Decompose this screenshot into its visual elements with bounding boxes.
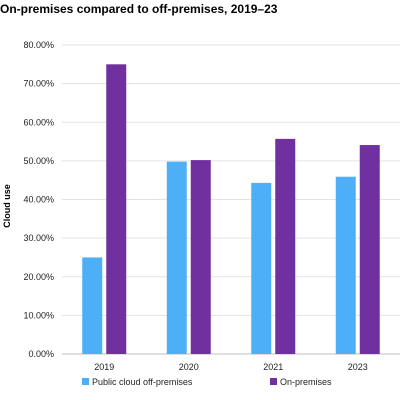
legend-label: On-premises [280, 377, 332, 387]
bar-public-cloud-2023 [335, 176, 356, 354]
legend-swatch [270, 378, 277, 385]
x-axis-ticks: 2019 2020 2021 2023 [94, 362, 368, 372]
y-tick-label: 80.00% [23, 40, 54, 50]
x-tick-label: 2020 [179, 362, 199, 372]
y-tick-label: 0.00% [28, 349, 54, 359]
legend-label: Public cloud off-premises [92, 377, 193, 387]
y-axis-label: Cloud use [2, 184, 12, 228]
y-tick-label: 50.00% [23, 156, 54, 166]
bar-public-cloud-2021 [251, 182, 272, 354]
y-tick-label: 20.00% [23, 272, 54, 282]
bar-public-cloud-2019 [82, 257, 103, 354]
y-axis-ticks: 0.00% 10.00% 20.00% 30.00% 40.00% 50.00% 60.00… [23, 40, 54, 359]
chart-title: On-premises compared to off-premises, 20… [0, 2, 278, 16]
bar-on-premises-2019 [106, 64, 127, 354]
y-tick-label: 60.00% [23, 117, 54, 127]
legend-swatch [82, 378, 89, 385]
x-tick-label: 2019 [94, 362, 114, 372]
y-tick-label: 40.00% [23, 195, 54, 205]
y-tick-label: 30.00% [23, 233, 54, 243]
bars [82, 64, 380, 354]
legend: Public cloud off-premises On-premises [82, 377, 332, 387]
bar-on-premises-2021 [275, 138, 296, 354]
bar-on-premises-2023 [359, 145, 380, 354]
y-tick-label: 10.00% [23, 310, 54, 320]
y-tick-label: 70.00% [23, 79, 54, 89]
bar-public-cloud-2020 [166, 161, 187, 354]
x-tick-label: 2023 [348, 362, 368, 372]
x-tick-label: 2021 [263, 362, 283, 372]
bar-on-premises-2020 [190, 160, 211, 354]
